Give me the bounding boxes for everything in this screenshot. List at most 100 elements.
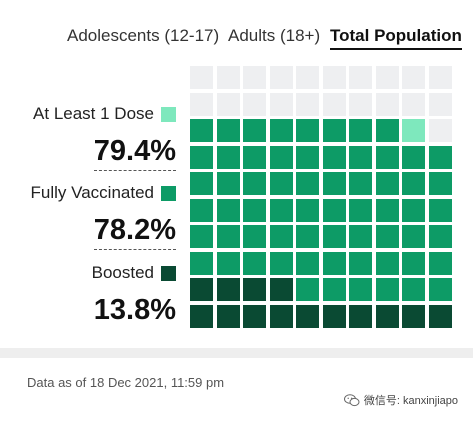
fully-vaccinated-cell bbox=[322, 145, 346, 169]
wechat-id-text: 微信号: kanxinjiapo bbox=[363, 395, 458, 407]
fully-vaccinated-label: Fully Vaccinated bbox=[31, 183, 176, 203]
tab-adolescents[interactable]: Adolescents (12-17) bbox=[67, 26, 220, 45]
fully-vaccinated-cell bbox=[322, 251, 346, 275]
fully-vaccinated-cell bbox=[190, 172, 213, 195]
boosted-cell bbox=[216, 278, 240, 301]
fully-vaccinated-cell bbox=[243, 225, 266, 248]
boosted-cell bbox=[269, 278, 293, 301]
wechat-watermark: 微信号: kanxinjiapo bbox=[343, 392, 458, 408]
empty-cell bbox=[296, 92, 319, 116]
fully-vaccinated-cell bbox=[402, 145, 425, 169]
tab-adults[interactable]: Adults (18+) bbox=[228, 26, 321, 45]
fully-vaccinated-cell bbox=[428, 278, 452, 301]
fully-vaccinated-cell bbox=[349, 251, 372, 275]
fully-vaccinated-cell bbox=[322, 278, 346, 301]
fully-vaccinated-swatch bbox=[161, 185, 176, 201]
data-as-of-text: Data as of 18 Dec 2021, 11:59 pm bbox=[27, 375, 225, 390]
fully-vaccinated-cell bbox=[375, 198, 399, 222]
fully-vaccinated-cell bbox=[269, 198, 293, 222]
fully-vaccinated-cell bbox=[190, 225, 213, 248]
empty-cell bbox=[322, 66, 346, 89]
fully-vaccinated-cell bbox=[428, 225, 452, 248]
fully-vaccinated-cell bbox=[243, 119, 266, 142]
footer-divider bbox=[0, 348, 473, 358]
fully-vaccinated-cell bbox=[349, 225, 372, 248]
fully-vaccinated-cell bbox=[349, 198, 372, 222]
fully-vaccinated-cell bbox=[296, 172, 319, 195]
fully-vaccinated-cell bbox=[375, 119, 399, 142]
fully-vaccinated-text: Fully Vaccinated bbox=[30, 183, 154, 202]
fully-vaccinated-cell bbox=[375, 145, 399, 169]
boosted-value: 13.8% bbox=[94, 295, 176, 325]
boosted-cell bbox=[243, 304, 266, 328]
fully-vaccinated-cell bbox=[190, 251, 213, 275]
boosted-cell bbox=[190, 304, 213, 328]
empty-cell bbox=[190, 66, 213, 89]
fully-vaccinated-cell bbox=[190, 119, 213, 142]
fully-vaccinated-cell bbox=[375, 172, 399, 195]
at-least-1-dose-cell bbox=[402, 119, 425, 142]
fully-vaccinated-cell bbox=[243, 198, 266, 222]
empty-cell bbox=[243, 92, 266, 116]
fully-vaccinated-cell bbox=[375, 251, 399, 275]
fully-vaccinated-cell bbox=[322, 198, 346, 222]
fully-vaccinated-percent: 78.2% bbox=[93, 214, 176, 246]
boosted-cell bbox=[375, 304, 399, 328]
fully-vaccinated-cell bbox=[269, 119, 293, 142]
boosted-cell bbox=[349, 304, 372, 328]
fully-vaccinated-cell bbox=[428, 172, 452, 195]
boosted-cell bbox=[296, 304, 319, 328]
fully-vaccinated-cell bbox=[402, 251, 425, 275]
wechat-icon bbox=[343, 393, 360, 406]
boosted-cell bbox=[190, 278, 213, 301]
fully-vaccinated-cell bbox=[375, 225, 399, 248]
fully-vaccinated-cell bbox=[322, 225, 346, 248]
boosted-percent: 13.8% bbox=[93, 294, 176, 326]
empty-cell bbox=[428, 92, 452, 116]
empty-cell bbox=[402, 66, 425, 89]
fully-vaccinated-cell bbox=[296, 119, 319, 142]
dashed-underline bbox=[93, 249, 176, 250]
empty-cell bbox=[428, 119, 452, 142]
fully-vaccinated-cell bbox=[269, 145, 293, 169]
fully-vaccinated-cell bbox=[322, 119, 346, 142]
fully-vaccinated-cell bbox=[296, 251, 319, 275]
fully-vaccinated-cell bbox=[269, 225, 293, 248]
fully-vaccinated-cell bbox=[243, 172, 266, 195]
boosted-cell bbox=[216, 304, 240, 328]
fully-vaccinated-cell bbox=[243, 251, 266, 275]
empty-cell bbox=[296, 66, 319, 89]
fully-vaccinated-cell bbox=[269, 251, 293, 275]
empty-cell bbox=[349, 92, 372, 116]
tab-total-population[interactable]: Total Population bbox=[330, 26, 462, 50]
empty-cell bbox=[269, 66, 293, 89]
fully-vaccinated-cell bbox=[402, 172, 425, 195]
fully-vaccinated-cell bbox=[402, 278, 425, 301]
fully-vaccinated-cell bbox=[349, 145, 372, 169]
fully-vaccinated-cell bbox=[349, 278, 372, 301]
tab-total-population-label: Total Population bbox=[330, 26, 462, 45]
fully-vaccinated-cell bbox=[216, 225, 240, 248]
fully-vaccinated-value[interactable]: 78.2% bbox=[93, 214, 176, 250]
empty-cell bbox=[269, 92, 293, 116]
fully-vaccinated-cell bbox=[216, 119, 240, 142]
fully-vaccinated-cell bbox=[296, 278, 319, 301]
fully-vaccinated-cell bbox=[216, 172, 240, 195]
fully-vaccinated-cell bbox=[375, 278, 399, 301]
at-least-1-dose-value[interactable]: 79.4% bbox=[93, 135, 176, 171]
at-least-1-dose-swatch bbox=[161, 106, 176, 122]
at-least-1-dose-percent: 79.4% bbox=[93, 135, 176, 167]
empty-cell bbox=[375, 92, 399, 116]
active-tab-underline bbox=[330, 48, 462, 50]
fully-vaccinated-cell bbox=[190, 198, 213, 222]
boosted-swatch bbox=[161, 265, 176, 281]
empty-cell bbox=[428, 66, 452, 89]
boosted-cell bbox=[428, 304, 452, 328]
waffle-grid bbox=[190, 66, 455, 329]
fully-vaccinated-cell bbox=[296, 145, 319, 169]
fully-vaccinated-cell bbox=[296, 198, 319, 222]
empty-cell bbox=[375, 66, 399, 89]
fully-vaccinated-cell bbox=[428, 251, 452, 275]
fully-vaccinated-cell bbox=[402, 198, 425, 222]
fully-vaccinated-cell bbox=[216, 145, 240, 169]
